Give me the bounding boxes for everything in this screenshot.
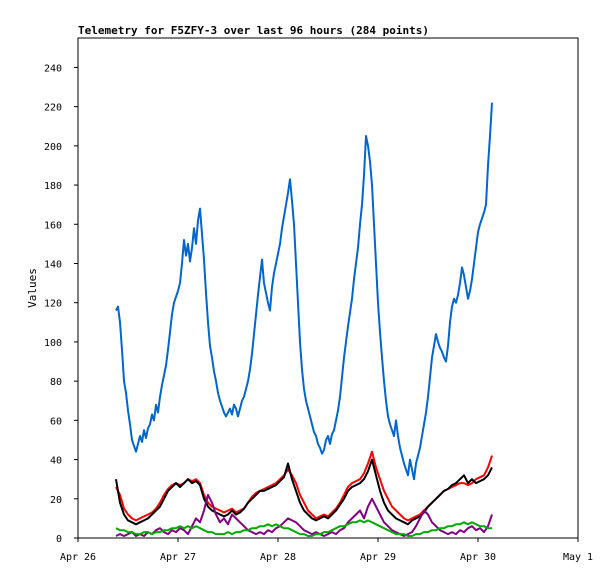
plot-frame <box>77 37 579 539</box>
x-axis-ticks: Apr 26 Apr 27 Apr 28 Apr 29 Apr 30 May 1 <box>60 538 593 563</box>
y-tick-label: 60 <box>50 416 62 427</box>
series-line-4 <box>115 493 493 537</box>
x-tick-label: Apr 26 <box>60 552 96 563</box>
x-tick-label: Apr 27 <box>160 552 196 563</box>
y-tick-label: 100 <box>44 338 62 349</box>
y-tick-label: 120 <box>44 299 62 310</box>
series-lines <box>115 102 493 537</box>
y-tick-label: 240 <box>44 63 62 74</box>
y-tick-label: 140 <box>44 259 62 270</box>
y-tick-label: 0 <box>56 534 62 545</box>
y-tick-label: 160 <box>44 220 62 231</box>
series-line-5 <box>115 519 492 537</box>
y-axis-ticks: 0 20 40 60 80 100 120 140 160 180 200 220 240 <box>44 63 78 545</box>
chart-title: Telemetry for F5ZFY-3 over last 96 hours… <box>78 24 429 37</box>
y-tick-label: 40 <box>50 456 62 467</box>
y-tick-label: 220 <box>44 103 62 114</box>
y-tick-label: 180 <box>44 181 62 192</box>
y-tick-label: 80 <box>50 377 62 388</box>
y-tick-label: 20 <box>50 495 62 506</box>
x-tick-label: Apr 28 <box>260 552 296 563</box>
y-tick-label: 200 <box>44 142 62 153</box>
series-line-3 <box>115 458 493 526</box>
y-axis-label: Values <box>26 268 39 308</box>
series-line-1 <box>115 102 493 481</box>
x-tick-label: Apr 30 <box>460 552 496 563</box>
x-tick-label: Apr 29 <box>360 552 396 563</box>
x-tick-label: May 1 <box>563 552 593 563</box>
